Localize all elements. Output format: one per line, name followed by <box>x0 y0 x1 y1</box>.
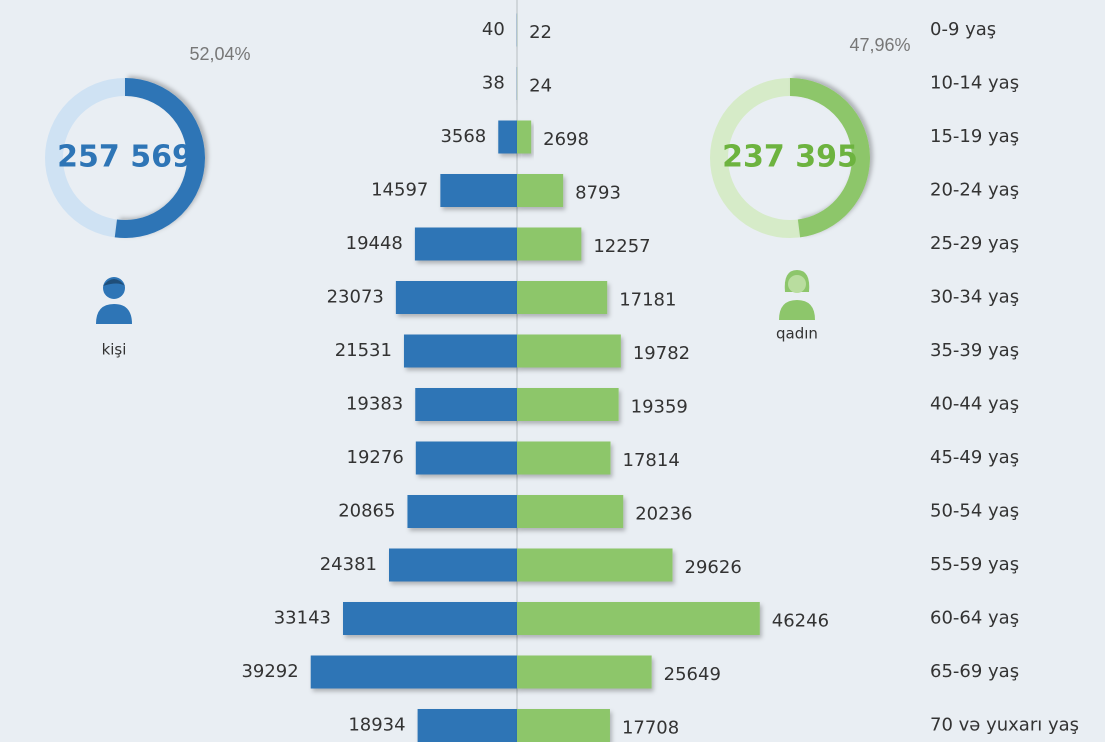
bar <box>517 334 621 368</box>
male-icon <box>96 277 132 324</box>
value-label: 20865 <box>338 501 395 522</box>
bar <box>388 548 517 582</box>
value-label: 2698 <box>543 129 589 150</box>
bar <box>517 548 673 582</box>
bar <box>517 709 610 742</box>
bar <box>517 388 619 421</box>
category-label: 45-49 yaş <box>930 447 1019 468</box>
category-label: 10-14 yaş <box>930 73 1019 94</box>
donut-arc <box>710 78 870 238</box>
category-label: 25-29 yaş <box>930 233 1019 254</box>
total-label: 257 569 <box>57 140 193 175</box>
female-icon <box>779 270 815 320</box>
value-label: 19383 <box>346 394 403 415</box>
value-label: 33143 <box>274 608 331 629</box>
value-label: 12257 <box>593 236 650 257</box>
value-label: 29626 <box>685 557 742 578</box>
legend-label: qadın <box>776 325 818 343</box>
value-label: 38 <box>482 73 505 94</box>
value-label: 40 <box>482 19 505 40</box>
share-label: 47,96% <box>849 35 910 55</box>
value-label: 46246 <box>772 611 829 632</box>
value-label: 24381 <box>320 554 377 575</box>
category-label: 40-44 yaş <box>930 394 1019 415</box>
value-label: 22 <box>529 22 552 43</box>
value-label: 17708 <box>622 718 679 739</box>
bar <box>403 334 517 368</box>
value-label: 17181 <box>619 290 676 311</box>
value-label: 23073 <box>327 287 384 308</box>
category-label: 50-54 yaş <box>930 501 1019 522</box>
value-label: 19359 <box>631 397 688 418</box>
bar <box>415 388 517 421</box>
bar <box>517 281 608 314</box>
share-label: 52,04% <box>189 44 250 64</box>
bar <box>517 174 564 207</box>
value-label: 20236 <box>635 504 692 525</box>
bar <box>342 602 517 635</box>
value-label: 24 <box>529 76 552 97</box>
bar <box>517 495 624 528</box>
value-label: 14597 <box>371 180 428 201</box>
value-label: 19276 <box>347 447 404 468</box>
category-label: 70 və yuxarı yaş <box>930 715 1079 736</box>
bar <box>417 709 517 742</box>
donut-arc <box>45 78 205 238</box>
bar <box>440 174 517 207</box>
category-label: 0-9 yaş <box>930 19 996 40</box>
value-label: 19782 <box>633 343 690 364</box>
bar <box>395 281 517 314</box>
bar <box>415 441 517 475</box>
value-label: 39292 <box>241 661 298 682</box>
bar <box>517 227 582 261</box>
value-label: 18934 <box>348 715 405 736</box>
category-label: 30-34 yaş <box>930 287 1019 308</box>
bar <box>310 655 517 689</box>
value-label: 8793 <box>575 183 621 204</box>
bar <box>517 655 652 689</box>
category-label: 55-59 yaş <box>930 554 1019 575</box>
value-label: 17814 <box>623 450 680 471</box>
bar <box>517 602 760 635</box>
value-label: 21531 <box>335 340 392 361</box>
value-label: 19448 <box>346 233 403 254</box>
category-label: 65-69 yaş <box>930 661 1019 682</box>
category-label: 20-24 yaş <box>930 180 1019 201</box>
bar <box>498 120 517 154</box>
category-label: 35-39 yaş <box>930 340 1019 361</box>
bar <box>414 227 517 261</box>
category-label: 15-19 yaş <box>930 126 1019 147</box>
value-label: 25649 <box>664 664 721 685</box>
bar <box>517 120 532 154</box>
legend-label: kişi <box>102 341 127 359</box>
bar <box>517 441 611 475</box>
value-label: 3568 <box>440 126 486 147</box>
bar <box>407 495 517 528</box>
total-label: 237 395 <box>722 140 858 175</box>
category-label: 60-64 yaş <box>930 608 1019 629</box>
